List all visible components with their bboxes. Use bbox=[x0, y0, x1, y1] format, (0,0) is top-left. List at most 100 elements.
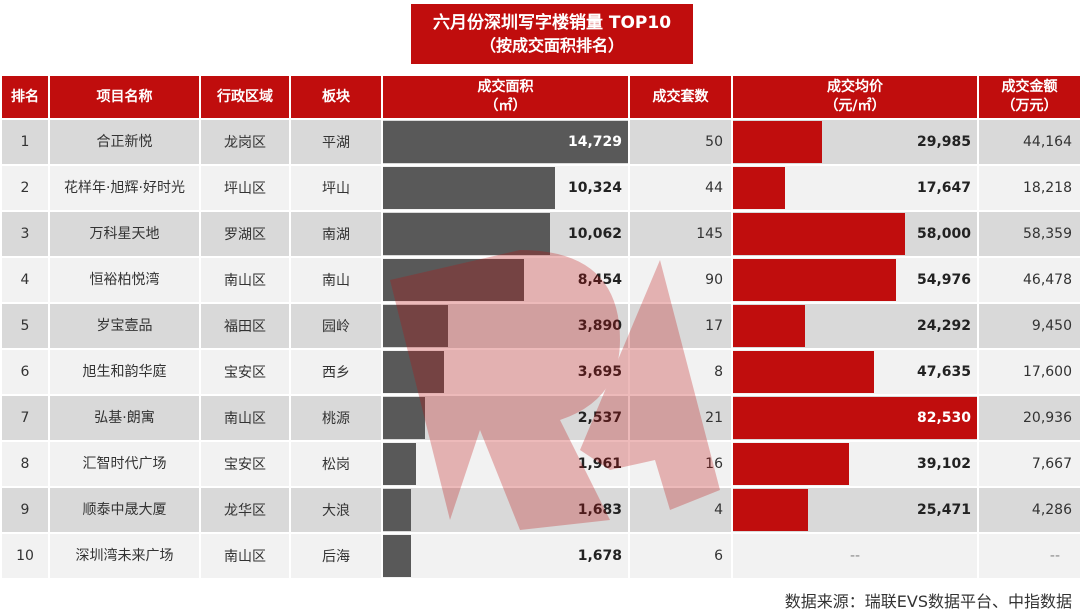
title-line1: 六月份深圳写字楼销量 TOP10 bbox=[432, 13, 672, 33]
area-bar bbox=[383, 489, 411, 531]
cell-block: 平湖 bbox=[289, 118, 383, 166]
cell-area: 1,961 bbox=[381, 440, 630, 488]
price-value: 29,985 bbox=[916, 134, 971, 150]
price-bar bbox=[733, 121, 822, 163]
area-bar bbox=[383, 121, 628, 163]
area-value: 1,683 bbox=[577, 502, 622, 518]
cell-project-name: 万科星天地 bbox=[48, 210, 201, 258]
price-value: 58,000 bbox=[916, 226, 971, 242]
header-block: 板块 bbox=[289, 74, 383, 120]
cell-block: 南湖 bbox=[289, 210, 383, 258]
cell-price: 25,471 bbox=[731, 486, 979, 534]
area-bar bbox=[383, 351, 445, 393]
cell-rank: 5 bbox=[0, 302, 50, 350]
table-row: 10 深圳湾未来广场 南山区 后海 1,678 6 -- -- bbox=[0, 532, 1080, 580]
cell-units: 50 bbox=[628, 118, 733, 166]
price-value: 25,471 bbox=[916, 502, 971, 518]
price-value: 47,635 bbox=[916, 364, 971, 380]
cell-block: 后海 bbox=[289, 532, 383, 580]
data-source-note: 数据来源：瑞联EVS数据平台、中指数据 bbox=[784, 592, 1072, 611]
cell-units: 6 bbox=[628, 532, 733, 580]
header-price-unit: （元/㎡） bbox=[824, 98, 886, 114]
header-amount: 成交金额 （万元） bbox=[977, 74, 1080, 120]
cell-district: 福田区 bbox=[199, 302, 291, 350]
chart-title: 六月份深圳写字楼销量 TOP10 （按成交面积排名） bbox=[411, 4, 693, 64]
cell-rank: 9 bbox=[0, 486, 50, 534]
cell-rank: 6 bbox=[0, 348, 50, 396]
table-row: 2 花样年·旭辉·好时光 坪山区 坪山 10,324 44 17,647 18,218 bbox=[0, 164, 1080, 212]
cell-area: 2,537 bbox=[381, 394, 630, 442]
cell-rank: 10 bbox=[0, 532, 50, 580]
price-bar bbox=[733, 443, 849, 485]
area-bar bbox=[383, 167, 555, 209]
cell-amount: 46,478 bbox=[977, 256, 1080, 304]
cell-rank: 1 bbox=[0, 118, 50, 166]
cell-project-name: 顺泰中晟大厦 bbox=[48, 486, 201, 534]
cell-units: 16 bbox=[628, 440, 733, 488]
cell-project-name: 合正新悦 bbox=[48, 118, 201, 166]
cell-amount: 58,359 bbox=[977, 210, 1080, 258]
cell-project-name: 恒裕柏悦湾 bbox=[48, 256, 201, 304]
cell-units: 44 bbox=[628, 164, 733, 212]
cell-block: 西乡 bbox=[289, 348, 383, 396]
cell-district: 坪山区 bbox=[199, 164, 291, 212]
header-amount-label: 成交金额 bbox=[1001, 79, 1058, 95]
area-value: 2,537 bbox=[577, 410, 622, 426]
cell-block: 大浪 bbox=[289, 486, 383, 534]
cell-project-name: 弘基·朗寓 bbox=[48, 394, 201, 442]
header-area-label: 成交面积 bbox=[477, 79, 534, 95]
area-value: 1,961 bbox=[577, 456, 622, 472]
cell-district: 罗湖区 bbox=[199, 210, 291, 258]
cell-price: 54,976 bbox=[731, 256, 979, 304]
cell-project-name: 花样年·旭辉·好时光 bbox=[48, 164, 201, 212]
cell-rank: 3 bbox=[0, 210, 50, 258]
cell-project-name: 岁宝壹品 bbox=[48, 302, 201, 350]
price-bar bbox=[733, 305, 805, 347]
price-bar bbox=[733, 489, 809, 531]
area-value: 3,695 bbox=[577, 364, 622, 380]
cell-price: -- bbox=[731, 532, 979, 580]
cell-district: 南山区 bbox=[199, 256, 291, 304]
cell-amount: 9,450 bbox=[977, 302, 1080, 350]
area-value: 10,062 bbox=[567, 226, 622, 242]
area-value: 3,890 bbox=[577, 318, 622, 334]
price-value: 39,102 bbox=[916, 456, 971, 472]
cell-project-name: 旭生和韵华庭 bbox=[48, 348, 201, 396]
price-bar bbox=[733, 259, 896, 301]
table-row: 7 弘基·朗寓 南山区 桃源 2,537 21 82,530 20,936 bbox=[0, 394, 1080, 442]
table-row: 9 顺泰中晟大厦 龙华区 大浪 1,683 4 25,471 4,286 bbox=[0, 486, 1080, 534]
header-name: 项目名称 bbox=[48, 74, 201, 120]
cell-block: 南山 bbox=[289, 256, 383, 304]
cell-units: 4 bbox=[628, 486, 733, 534]
cell-units: 17 bbox=[628, 302, 733, 350]
cell-units: 145 bbox=[628, 210, 733, 258]
header-area: 成交面积 （㎡） bbox=[381, 74, 630, 120]
price-bar bbox=[733, 397, 977, 439]
area-bar bbox=[383, 259, 524, 301]
area-value: 8,454 bbox=[577, 272, 622, 288]
cell-block: 桃源 bbox=[289, 394, 383, 442]
price-bar bbox=[733, 167, 786, 209]
cell-area: 10,062 bbox=[381, 210, 630, 258]
cell-amount: 4,286 bbox=[977, 486, 1080, 534]
cell-units: 21 bbox=[628, 394, 733, 442]
cell-price: 58,000 bbox=[731, 210, 979, 258]
cell-amount: 18,218 bbox=[977, 164, 1080, 212]
cell-price: 17,647 bbox=[731, 164, 979, 212]
cell-area: 1,683 bbox=[381, 486, 630, 534]
cell-price: 82,530 bbox=[731, 394, 979, 442]
cell-area: 14,729 bbox=[381, 118, 630, 166]
cell-price: 47,635 bbox=[731, 348, 979, 396]
header-district: 行政区域 bbox=[199, 74, 291, 120]
cell-district: 南山区 bbox=[199, 394, 291, 442]
title-line2: （按成交面积排名） bbox=[479, 36, 624, 55]
area-value: 14,729 bbox=[567, 134, 622, 150]
cell-district: 南山区 bbox=[199, 532, 291, 580]
price-value: 54,976 bbox=[916, 272, 971, 288]
cell-block: 坪山 bbox=[289, 164, 383, 212]
table-row: 1 合正新悦 龙岗区 平湖 14,729 50 29,985 44,164 bbox=[0, 118, 1080, 166]
sales-table: 排名 项目名称 行政区域 板块 成交面积 （㎡） 成交套数 成交均价 （元/㎡） 成… bbox=[0, 74, 1080, 580]
header-row: 排名 项目名称 行政区域 板块 成交面积 （㎡） 成交套数 成交均价 （元/㎡） 成… bbox=[0, 74, 1080, 120]
cell-area: 1,678 bbox=[381, 532, 630, 580]
table-row: 6 旭生和韵华庭 宝安区 西乡 3,695 8 47,635 17,600 bbox=[0, 348, 1080, 396]
